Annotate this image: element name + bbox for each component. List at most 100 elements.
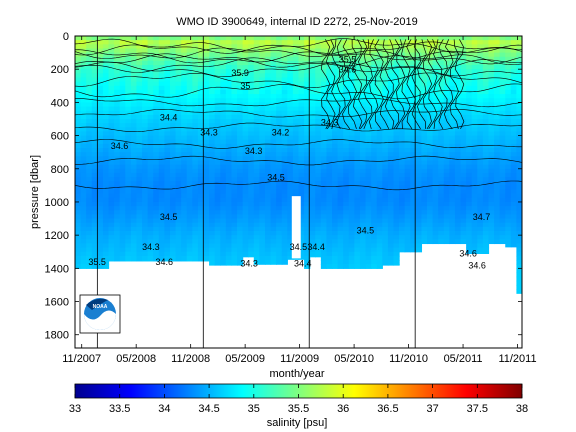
- heat-cell: [253, 48, 260, 54]
- heat-cell: [253, 73, 260, 79]
- heat-cell: [365, 60, 372, 66]
- heat-cell: [158, 214, 165, 220]
- heat-cell: [337, 81, 344, 87]
- heat-cell: [438, 222, 445, 228]
- heat-cell: [393, 110, 400, 116]
- heat-cell: [376, 168, 383, 174]
- heat-cell: [158, 69, 165, 74]
- heat-cell: [97, 218, 104, 224]
- heat-cell: [410, 185, 417, 191]
- heat-cell: [253, 114, 260, 120]
- heat-cell: [259, 152, 266, 157]
- heat-cell: [471, 185, 478, 191]
- heat-cell: [97, 168, 104, 174]
- heat-cell: [326, 102, 333, 108]
- heat-cell: [276, 106, 283, 112]
- heat-cell: [376, 251, 383, 257]
- heat-cell: [466, 60, 473, 66]
- heat-cell: [186, 239, 193, 245]
- heat-cell: [197, 235, 205, 240]
- contour-label: 35: [240, 81, 250, 91]
- heat-cell: [158, 206, 165, 211]
- heat-cell: [292, 160, 300, 166]
- heat-cell: [169, 247, 177, 253]
- heat-cell: [415, 94, 423, 99]
- heat-cell: [348, 56, 355, 62]
- heat-cell: [86, 85, 93, 91]
- heat-cell: [404, 235, 411, 240]
- heat-cell: [114, 247, 121, 253]
- heat-cell: [320, 152, 328, 157]
- heat-cell: [421, 127, 428, 133]
- heat-cell: [354, 102, 361, 108]
- heat-cell: [371, 98, 378, 103]
- heat-cell: [220, 81, 227, 87]
- heat-cell: [371, 160, 378, 166]
- heat-cell: [287, 89, 294, 95]
- heat-cell: [86, 255, 93, 261]
- heat-cell: [421, 36, 428, 41]
- heat-cell: [125, 44, 132, 50]
- heat-cell: [169, 235, 177, 240]
- heat-cell: [108, 114, 115, 120]
- heat-cell: [505, 181, 512, 186]
- heat-cell: [427, 214, 434, 220]
- heat-cell: [477, 206, 484, 211]
- heat-cell: [130, 181, 138, 186]
- heat-cell: [376, 85, 383, 91]
- heat-cell: [248, 56, 255, 62]
- heat-cell: [264, 85, 272, 91]
- heat-cell: [415, 189, 423, 195]
- heat-cell: [214, 148, 221, 153]
- heat-cell: [438, 226, 445, 232]
- heat-cell: [292, 131, 300, 137]
- heat-cell: [438, 189, 445, 195]
- heat-cell: [337, 40, 344, 45]
- heat-cell: [214, 94, 221, 99]
- heat-cell: [231, 131, 238, 137]
- heat-cell: [136, 235, 143, 240]
- heat-cell: [75, 123, 82, 128]
- heat-cell: [371, 226, 378, 232]
- heat-cell: [86, 193, 93, 199]
- heat-cell: [399, 168, 406, 174]
- heat-cell: [203, 255, 210, 261]
- heat-cell: [399, 222, 406, 228]
- heat-cell: [348, 185, 355, 191]
- heat-cell: [505, 172, 512, 178]
- heat-cell: [203, 218, 210, 224]
- heat-cell: [102, 210, 110, 216]
- heat-cell: [91, 89, 98, 95]
- heat-cell: [326, 77, 333, 83]
- heat-cell: [91, 251, 98, 257]
- heat-cell: [304, 143, 311, 149]
- heat-cell: [332, 156, 339, 162]
- heat-cell: [365, 73, 372, 79]
- heat-cell: [181, 106, 188, 112]
- heat-cell: [108, 243, 115, 249]
- heat-cell: [488, 48, 495, 54]
- heat-cell: [242, 114, 249, 120]
- heat-cell: [209, 164, 216, 170]
- heat-cell: [114, 135, 121, 141]
- heat-cell: [270, 193, 277, 199]
- heat-cell: [382, 226, 389, 232]
- heat-cell: [438, 114, 445, 120]
- heat-cell: [125, 185, 132, 191]
- heat-cell: [130, 255, 138, 261]
- heat-cell: [242, 98, 249, 103]
- heat-cell: [125, 164, 132, 170]
- heat-cell: [488, 226, 495, 232]
- heat-cell: [516, 160, 522, 166]
- heat-cell: [410, 98, 417, 103]
- heat-cell: [220, 168, 227, 174]
- heat-cell: [304, 102, 311, 108]
- heat-cell: [147, 73, 154, 79]
- heat-cell: [220, 139, 227, 145]
- heat-cell: [158, 56, 165, 62]
- heat-cell: [427, 56, 434, 62]
- heat-cell: [197, 65, 205, 70]
- heat-cell: [197, 60, 205, 66]
- heat-cell: [399, 160, 406, 166]
- heat-cell: [449, 197, 456, 203]
